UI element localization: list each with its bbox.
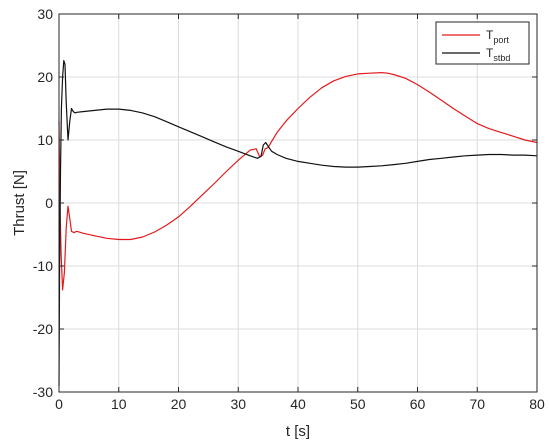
y-axis-title: Thrust [N] — [11, 170, 28, 236]
axis-ticks — [58, 13, 538, 393]
legend-entry: Tstbd — [486, 46, 510, 63]
legend-entry-base: T — [486, 46, 494, 60]
x-tick-labels: 0 10 20 30 40 50 60 70 80 — [55, 396, 545, 412]
grid-lines — [59, 14, 537, 392]
series-layer — [58, 60, 538, 386]
y-tick-label: 0 — [45, 195, 53, 211]
y-tick-label: 10 — [37, 132, 53, 148]
x-tick-label: 0 — [55, 396, 63, 412]
x-tick-label: 50 — [350, 396, 366, 412]
legend-entry-sub: stbd — [493, 53, 510, 63]
x-tick-label: 10 — [111, 396, 127, 412]
x-tick-label: 30 — [230, 396, 246, 412]
legend-entry-base: T — [486, 28, 494, 42]
x-tick-label: 60 — [410, 396, 426, 412]
y-tick-label: 30 — [37, 6, 53, 22]
y-tick-label: 20 — [37, 69, 53, 85]
x-tick-label: 70 — [469, 396, 485, 412]
x-tick-label: 20 — [171, 396, 187, 412]
legend-entry: Tport — [486, 28, 509, 45]
x-tick-label: 80 — [529, 396, 545, 412]
series-line-t-stbd — [58, 60, 538, 386]
legend-box — [435, 21, 530, 65]
x-axis-title: t [s] — [286, 423, 310, 440]
legend-entry-sub: port — [493, 35, 509, 45]
x-tick-label: 40 — [290, 396, 306, 412]
y-tick-label: -10 — [33, 258, 53, 274]
y-tick-label: -30 — [33, 384, 53, 400]
y-tick-labels: -30 -20 -10 0 10 20 30 — [33, 6, 53, 400]
y-tick-label: -20 — [33, 321, 53, 337]
